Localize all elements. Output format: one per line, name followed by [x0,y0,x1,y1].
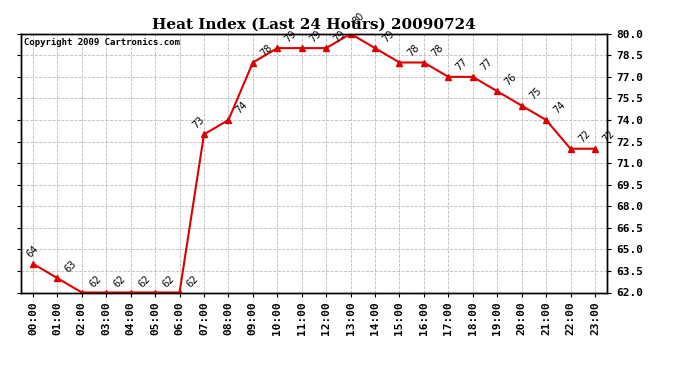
Title: Heat Index (Last 24 Hours) 20090724: Heat Index (Last 24 Hours) 20090724 [152,17,476,31]
Text: 78: 78 [429,42,445,58]
Text: 74: 74 [234,100,250,116]
Text: Copyright 2009 Cartronics.com: Copyright 2009 Cartronics.com [23,38,179,46]
Text: 74: 74 [552,100,567,116]
Text: 62: 62 [88,274,103,290]
Text: 62: 62 [185,274,201,290]
Text: 77: 77 [454,57,470,73]
Text: 72: 72 [600,129,616,145]
Text: 80: 80 [351,11,366,27]
Text: 76: 76 [503,71,519,87]
Text: 64: 64 [25,244,40,260]
Text: 72: 72 [576,129,592,145]
Text: 79: 79 [381,28,397,44]
Text: 77: 77 [478,57,494,73]
Text: 79: 79 [283,28,299,44]
Text: 73: 73 [190,114,206,130]
Text: 78: 78 [405,42,421,58]
Text: 79: 79 [307,28,323,44]
Text: 62: 62 [136,274,152,290]
Text: 62: 62 [112,274,128,290]
Text: 78: 78 [259,42,274,58]
Text: 75: 75 [527,86,543,102]
Text: 62: 62 [161,274,177,290]
Text: 79: 79 [332,28,348,44]
Text: 63: 63 [63,258,79,274]
